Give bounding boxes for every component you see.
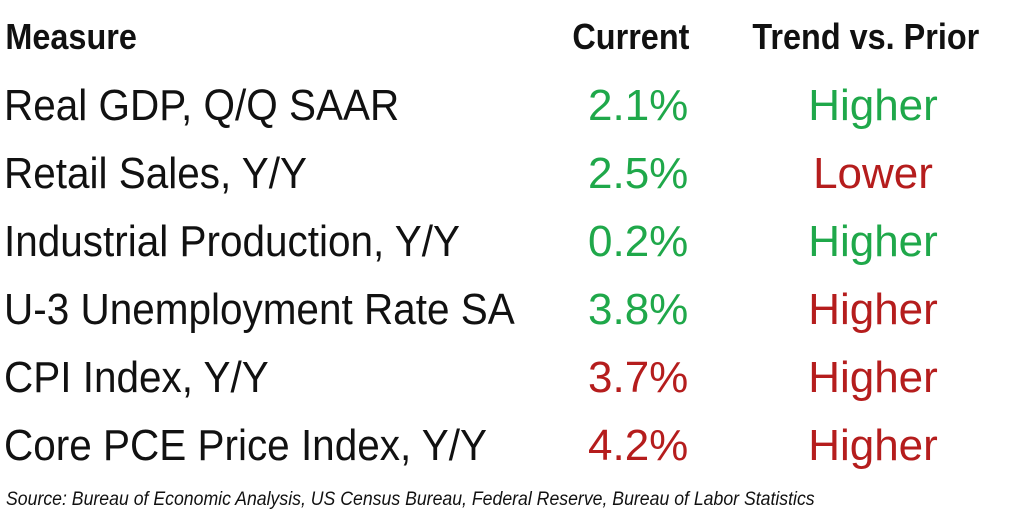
measure-cell: Real GDP, Q/Q SAAR [4,81,400,130]
current-value-cell: 2.5% [588,149,689,198]
table-header: Measure Current Trend vs. Prior [0,16,979,62]
table-row: U-3 Unemployment Rate SA 3.8% Higher [0,276,1024,344]
measure-cell: CPI Index, Y/Y [4,353,269,402]
measure-cell: Retail Sales, Y/Y [4,149,308,198]
current-value-cell: 4.2% [588,421,689,470]
trend-cell: Higher [808,217,938,266]
table-row: Industrial Production, Y/Y 0.2% Higher [0,208,1024,276]
source-note: Source: Bureau of Economic Analysis, US … [6,489,815,510]
column-header-trend: Trend vs. Prior [752,16,980,57]
table-row: Core PCE Price Index, Y/Y 4.2% Higher [0,412,1024,480]
trend-cell: Higher [808,81,938,130]
trend-cell: Higher [808,353,938,402]
column-header-measure: Measure [5,16,137,57]
measure-cell: Core PCE Price Index, Y/Y [4,421,487,470]
current-value-cell: 0.2% [588,217,689,266]
trend-cell: Lower [813,149,933,198]
measure-cell: Industrial Production, Y/Y [4,217,461,266]
table-row: Retail Sales, Y/Y 2.5% Lower [0,140,1024,208]
current-value-cell: 2.1% [588,81,689,130]
column-header-current: Current [572,16,690,57]
table-body: Real GDP, Q/Q SAAR 2.1% Higher Retail Sa… [0,72,1024,480]
current-value-cell: 3.8% [588,285,689,334]
trend-cell: Higher [808,421,938,470]
trend-cell: Higher [808,285,938,334]
table-row: CPI Index, Y/Y 3.7% Higher [0,344,1024,412]
measure-cell: U-3 Unemployment Rate SA [4,285,515,334]
current-value-cell: 3.7% [588,353,689,402]
table-row: Real GDP, Q/Q SAAR 2.1% Higher [0,72,1024,140]
